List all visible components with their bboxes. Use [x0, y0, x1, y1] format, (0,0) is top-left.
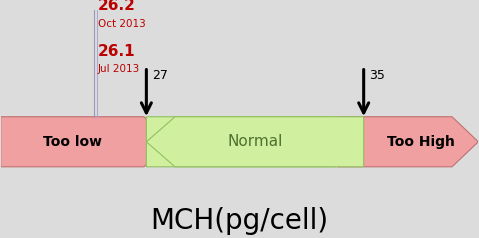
Text: 26.2: 26.2: [98, 0, 136, 14]
FancyArrow shape: [337, 117, 479, 167]
Text: MCH(pg/cell): MCH(pg/cell): [150, 207, 329, 235]
Text: 26.1: 26.1: [98, 44, 135, 59]
Text: Too High: Too High: [387, 135, 455, 149]
Text: Too low: Too low: [43, 135, 102, 149]
Text: Oct 2013: Oct 2013: [98, 19, 146, 29]
Text: 27: 27: [152, 69, 168, 82]
Text: Jul 2013: Jul 2013: [98, 64, 140, 74]
Text: 35: 35: [369, 69, 385, 82]
FancyArrow shape: [147, 117, 364, 167]
Text: Normal: Normal: [228, 134, 283, 149]
FancyArrow shape: [0, 117, 170, 167]
FancyArrow shape: [147, 117, 364, 167]
